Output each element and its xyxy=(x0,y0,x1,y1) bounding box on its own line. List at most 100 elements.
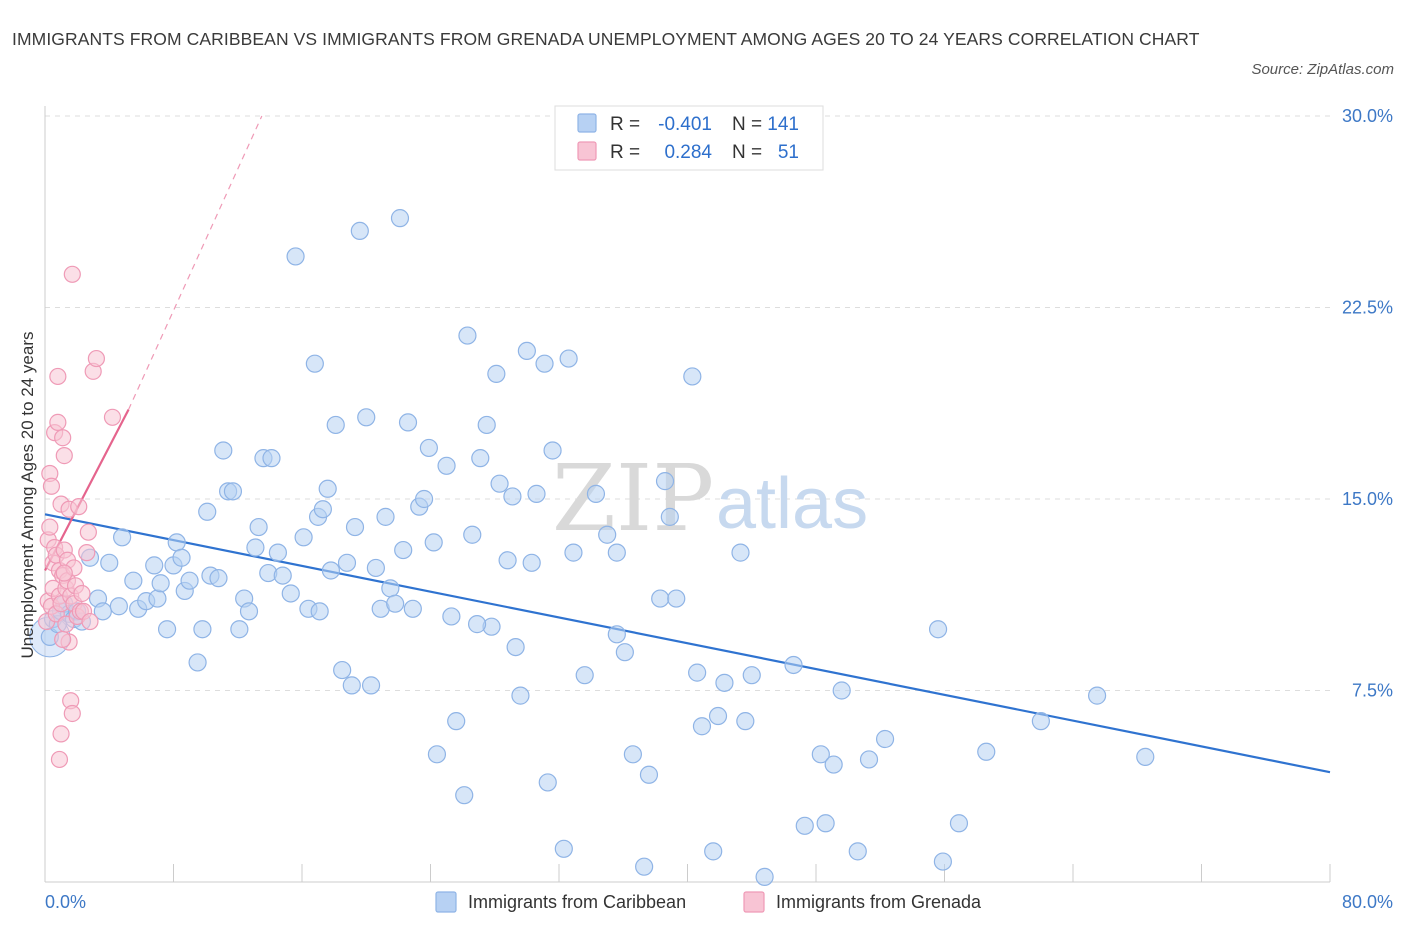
point-caribbean-65 xyxy=(381,579,400,598)
point-caribbean-107 xyxy=(651,589,670,608)
point-caribbean-106 xyxy=(639,765,659,784)
chart-title: IMMIGRANTS FROM CARIBBEAN VS IMMIGRANTS … xyxy=(12,29,1200,49)
x-tick-label-1: 80.0% xyxy=(1342,892,1393,912)
point-caribbean-49 xyxy=(305,354,324,373)
point-caribbean-113 xyxy=(692,717,712,736)
point-caribbean-91 xyxy=(517,341,536,361)
trend-line-grenada-extension xyxy=(127,115,263,410)
point-caribbean-93 xyxy=(535,354,554,373)
point-grenada-19 xyxy=(54,429,72,447)
point-caribbean-80 xyxy=(458,326,477,345)
trend-line-caribbean xyxy=(44,513,1331,774)
point-caribbean-27 xyxy=(188,653,207,672)
legend-r-value-grenada: 0.284 xyxy=(664,142,712,163)
y-tick-label-2: 22.5% xyxy=(1342,298,1393,318)
legend-swatch-caribbean xyxy=(577,113,597,133)
point-grenada-49 xyxy=(87,349,106,368)
legend-swatch-grenada xyxy=(577,141,597,161)
point-caribbean-28 xyxy=(193,620,212,639)
point-caribbean-85 xyxy=(487,364,506,383)
point-caribbean-77 xyxy=(442,607,461,626)
point-caribbean-39 xyxy=(249,517,268,537)
point-grenada-46 xyxy=(55,564,73,582)
point-caribbean-68 xyxy=(394,540,413,560)
legend-r-value-caribbean: -0.401 xyxy=(658,114,712,135)
point-caribbean-37 xyxy=(239,602,259,621)
point-grenada-45 xyxy=(54,630,72,649)
point-caribbean-56 xyxy=(337,553,357,572)
point-caribbean-53 xyxy=(321,561,341,580)
point-caribbean-138 xyxy=(522,553,541,572)
point-caribbean-78 xyxy=(447,712,466,731)
point-caribbean-135 xyxy=(1136,747,1155,766)
point-caribbean-29 xyxy=(198,502,217,521)
point-caribbean-44 xyxy=(273,566,292,585)
point-caribbean-134 xyxy=(1087,686,1107,705)
point-caribbean-83 xyxy=(477,415,496,435)
point-caribbean-32 xyxy=(214,441,233,460)
point-caribbean-100 xyxy=(586,484,606,503)
points-grenada xyxy=(38,265,122,769)
point-caribbean-119 xyxy=(742,666,761,685)
point-caribbean-13 xyxy=(109,597,128,616)
point-grenada-14 xyxy=(49,367,67,386)
legend-r-label-grenada: R = xyxy=(610,142,640,163)
point-caribbean-73 xyxy=(419,438,438,458)
point-caribbean-95 xyxy=(543,441,562,460)
point-caribbean-45 xyxy=(281,584,300,603)
point-grenada-39 xyxy=(73,584,91,603)
y-tick-label-3: 30.0% xyxy=(1342,106,1393,126)
legend-n-value-grenada: 51 xyxy=(778,142,799,163)
point-caribbean-67 xyxy=(390,209,410,228)
point-grenada-42 xyxy=(81,612,99,631)
point-caribbean-137 xyxy=(607,543,626,562)
point-caribbean-70 xyxy=(403,599,422,618)
point-caribbean-129 xyxy=(928,620,948,639)
point-caribbean-82 xyxy=(471,449,490,468)
point-caribbean-130 xyxy=(933,852,952,871)
y-tick-label-1: 15.0% xyxy=(1342,489,1393,509)
point-grenada-3 xyxy=(41,518,59,536)
watermark-atlas: atlas xyxy=(716,464,868,544)
point-caribbean-116 xyxy=(715,673,734,692)
watermark-zip: ZIP xyxy=(552,445,714,552)
point-caribbean-110 xyxy=(667,589,686,608)
point-caribbean-112 xyxy=(688,663,707,682)
point-caribbean-43 xyxy=(268,543,288,562)
points-caribbean xyxy=(29,209,1155,886)
legend-n-label-grenada: N = xyxy=(732,142,762,163)
bottom-legend-swatch-grenada xyxy=(743,891,765,913)
point-caribbean-118 xyxy=(736,712,755,731)
point-caribbean-14 xyxy=(112,528,132,547)
point-caribbean-125 xyxy=(832,681,851,700)
point-caribbean-92 xyxy=(527,484,546,503)
point-caribbean-35 xyxy=(230,620,249,639)
point-caribbean-31 xyxy=(209,569,228,588)
point-caribbean-123 xyxy=(816,814,835,833)
point-grenada-44 xyxy=(52,725,70,743)
point-caribbean-104 xyxy=(623,745,642,764)
point-caribbean-21 xyxy=(157,620,177,639)
point-caribbean-76 xyxy=(437,456,456,475)
point-caribbean-94 xyxy=(538,773,557,792)
point-caribbean-99 xyxy=(575,666,594,685)
point-caribbean-97 xyxy=(559,349,578,368)
point-caribbean-109 xyxy=(660,507,679,526)
point-caribbean-139 xyxy=(467,615,487,634)
point-caribbean-62 xyxy=(366,558,385,578)
point-caribbean-101 xyxy=(598,525,617,544)
point-caribbean-55 xyxy=(333,660,352,680)
point-caribbean-140 xyxy=(310,602,329,621)
point-caribbean-46 xyxy=(286,247,305,266)
point-caribbean-117 xyxy=(731,543,750,562)
point-grenada-31 xyxy=(63,265,81,283)
point-caribbean-87 xyxy=(498,551,517,570)
point-caribbean-11 xyxy=(93,602,112,621)
point-caribbean-60 xyxy=(357,408,376,427)
point-caribbean-61 xyxy=(361,676,381,695)
point-caribbean-88 xyxy=(503,487,522,506)
point-caribbean-69 xyxy=(398,413,418,432)
point-caribbean-132 xyxy=(977,742,996,761)
point-caribbean-38 xyxy=(246,538,265,557)
x-tick-label-0: 0.0% xyxy=(45,892,86,912)
